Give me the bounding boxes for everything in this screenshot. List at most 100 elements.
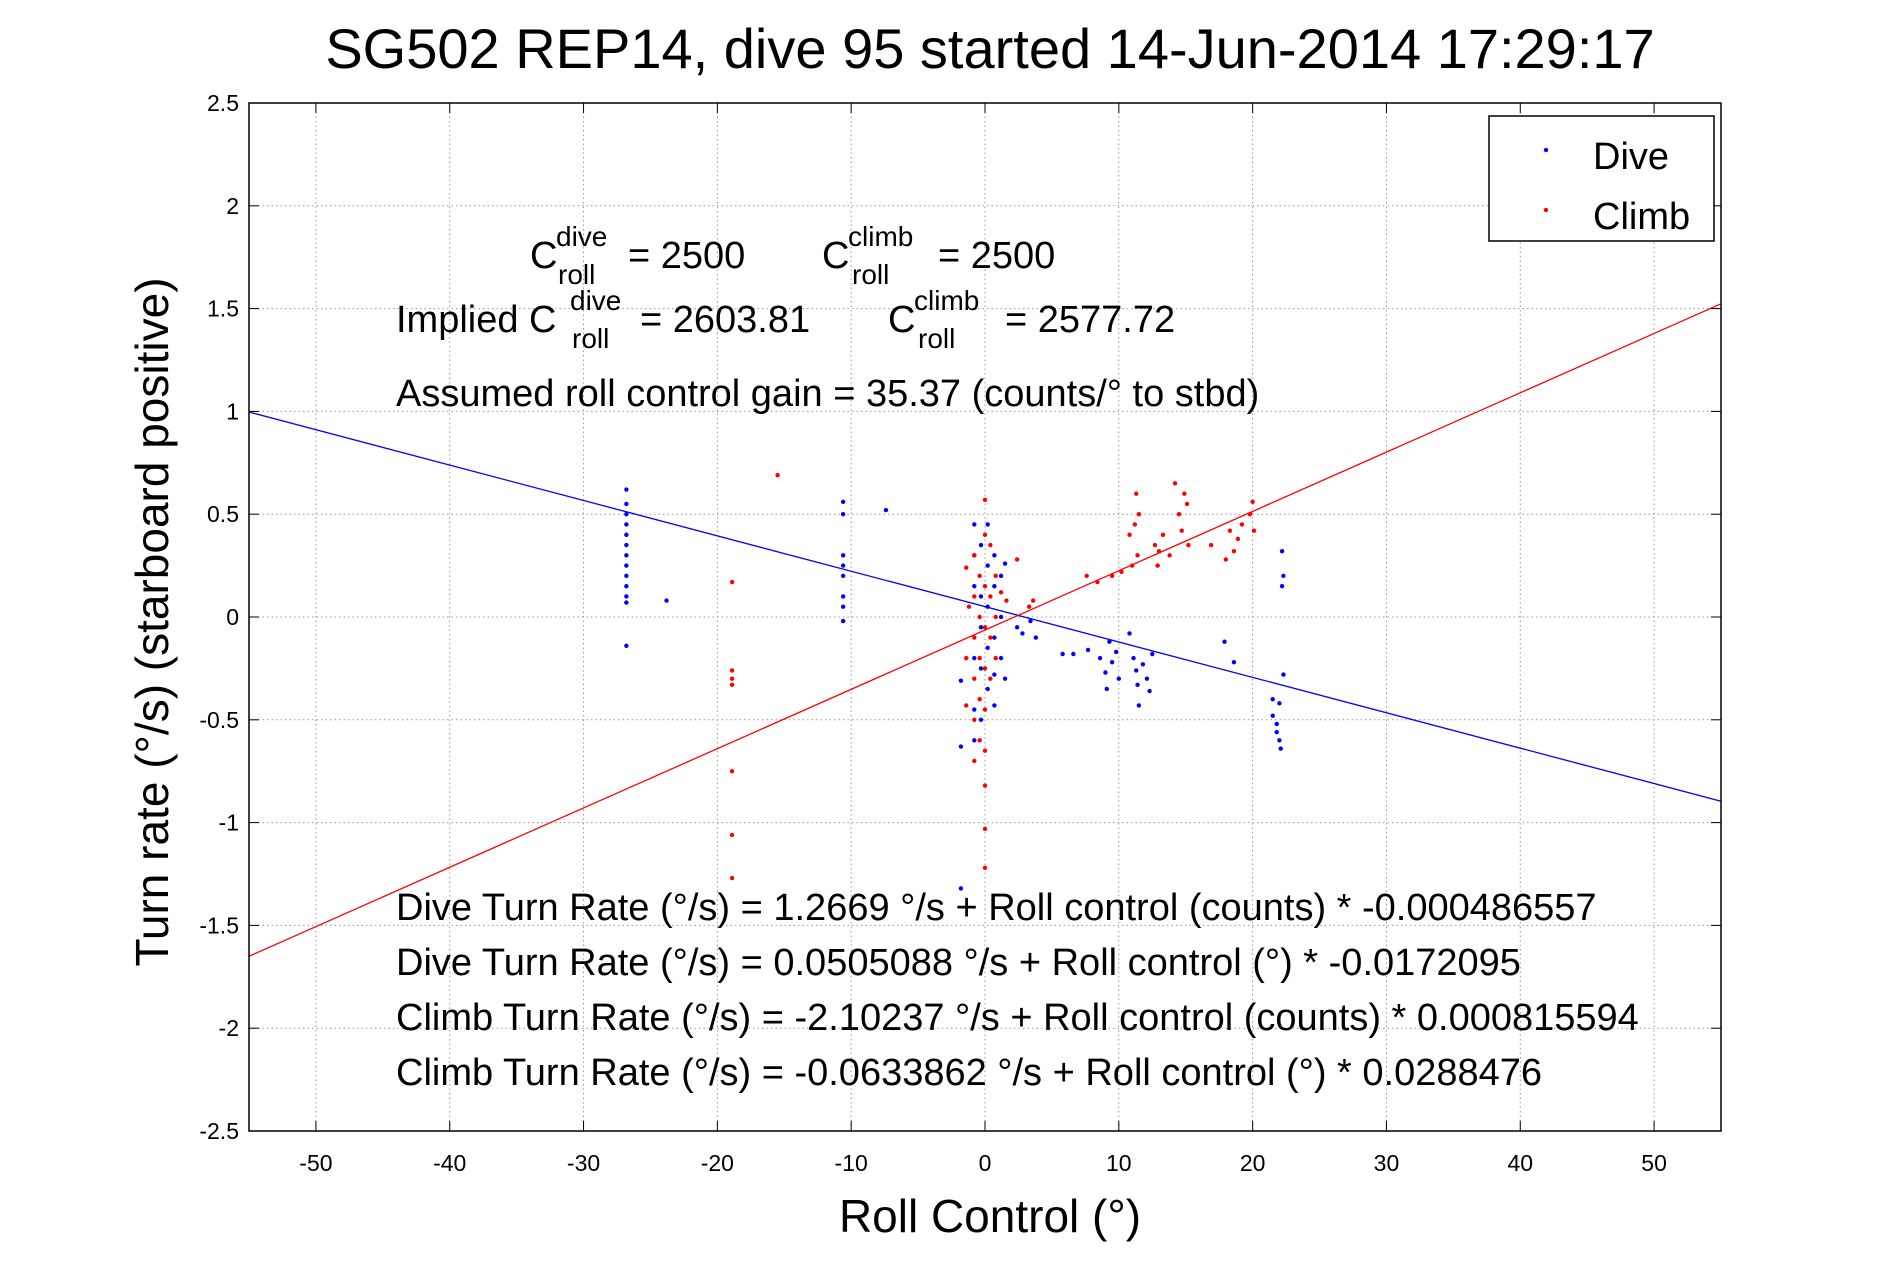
point-dive <box>992 583 997 589</box>
point-climb <box>998 590 1004 595</box>
point-climb <box>977 738 982 743</box>
x-tick-label: -40 <box>433 1150 466 1176</box>
point-climb <box>1152 542 1158 548</box>
point-dive <box>883 507 889 513</box>
point-dive <box>1109 660 1115 665</box>
point-dive <box>985 645 990 651</box>
point-dive <box>1281 672 1286 677</box>
point-dive <box>1107 639 1112 644</box>
point-dive <box>992 635 997 640</box>
svg-text:= 2603.81: = 2603.81 <box>640 299 810 341</box>
legend-box <box>1488 115 1715 242</box>
point-dive <box>1140 662 1146 667</box>
point-dive <box>972 655 977 661</box>
svg-text:dive: dive <box>556 221 607 252</box>
y-axis-label: Turn rate (°/s) (starboard positive) <box>126 277 178 966</box>
point-dive <box>624 594 629 599</box>
legend-entry-climb: Climb <box>1593 196 1690 238</box>
point-dive <box>1274 721 1279 727</box>
point-climb <box>1134 491 1139 496</box>
annotation-c-dive: C dive roll = 2500 <box>530 221 745 290</box>
annotation-eq2: Dive Turn Rate (°/s) = 0.0505088 °/s + R… <box>396 942 1521 984</box>
point-dive <box>1278 746 1283 751</box>
point-dive <box>1150 651 1155 657</box>
point-climb <box>729 668 735 673</box>
y-tick-label: -0.5 <box>199 707 239 733</box>
point-dive <box>958 744 964 749</box>
point-climb <box>993 655 998 661</box>
point-climb <box>1182 491 1187 496</box>
point-climb <box>1239 522 1245 527</box>
point-dive <box>978 717 984 722</box>
point-climb <box>729 579 735 585</box>
point-climb <box>982 666 988 671</box>
point-climb <box>993 614 998 620</box>
point-dive <box>840 604 846 609</box>
point-dive <box>840 618 846 624</box>
point-climb <box>1250 499 1255 505</box>
point-climb <box>966 604 972 609</box>
y-tick-label: 1.5 <box>207 296 239 322</box>
point-climb <box>729 682 735 688</box>
x-tick-label: -50 <box>299 1150 332 1176</box>
point-climb <box>964 565 969 570</box>
point-climb <box>988 542 993 548</box>
point-climb <box>1223 557 1229 562</box>
legend-marker-dive <box>1543 147 1549 153</box>
point-dive <box>1135 682 1140 688</box>
point-dive <box>978 666 984 671</box>
point-climb <box>1167 553 1172 558</box>
point-climb <box>972 758 977 764</box>
point-dive <box>1131 655 1136 661</box>
fit-line-dive <box>248 411 1722 802</box>
point-climb <box>1014 557 1020 562</box>
x-tick-label: -30 <box>567 1150 600 1176</box>
svg-text:roll: roll <box>572 323 609 354</box>
point-dive <box>624 501 629 507</box>
point-dive <box>958 678 964 683</box>
y-tick-label: -1.5 <box>199 912 239 938</box>
point-dive <box>840 573 846 579</box>
point-climb <box>1186 542 1191 548</box>
point-dive <box>840 512 846 517</box>
point-dive <box>1127 631 1132 636</box>
point-climb <box>1109 573 1115 579</box>
y-tick-label: -1 <box>219 810 239 836</box>
point-dive <box>1277 701 1282 706</box>
svg-text:C: C <box>530 235 557 277</box>
point-dive <box>985 522 990 527</box>
point-climb <box>1179 528 1184 533</box>
point-dive <box>840 499 846 505</box>
point-climb <box>1119 569 1124 574</box>
point-dive <box>978 625 984 630</box>
point-dive <box>972 707 977 712</box>
point-climb <box>972 635 977 640</box>
point-dive <box>1103 670 1108 675</box>
point-climb <box>982 497 988 503</box>
point-climb <box>1132 522 1138 527</box>
x-tick-label: 40 <box>1507 1150 1533 1176</box>
svg-text:Implied C: Implied C <box>396 299 557 341</box>
x-tick-label: 0 <box>979 1150 992 1176</box>
x-tick-label: 30 <box>1374 1150 1400 1176</box>
point-dive <box>624 553 629 558</box>
point-climb <box>1160 532 1166 537</box>
point-dive <box>985 604 990 609</box>
point-dive <box>998 614 1004 620</box>
point-climb <box>982 532 988 537</box>
point-climb <box>977 573 982 579</box>
svg-text:roll: roll <box>558 259 595 290</box>
data-points <box>624 472 1286 891</box>
point-climb <box>1095 579 1100 585</box>
point-dive <box>1002 561 1008 566</box>
svg-text:roll: roll <box>918 323 955 354</box>
point-dive <box>992 672 997 677</box>
point-dive <box>1147 688 1152 694</box>
y-tick-label: 0 <box>226 604 239 630</box>
point-dive <box>1033 635 1039 640</box>
point-climb <box>1176 512 1182 517</box>
x-tick-label: 10 <box>1106 1150 1132 1176</box>
point-climb <box>988 676 993 681</box>
legend-marker-climb <box>1543 207 1549 213</box>
legend-entry-dive: Dive <box>1593 136 1669 178</box>
